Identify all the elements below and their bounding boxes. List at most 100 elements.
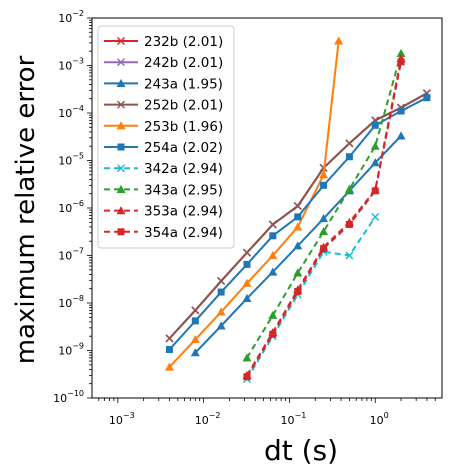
series-layer [164, 36, 431, 384]
y-tick-label: 10−10 [53, 389, 84, 405]
legend-swatch-marker [117, 228, 125, 236]
x-tick-label: 10−1 [281, 411, 307, 427]
data-point [268, 310, 278, 319]
y-tick-label: 10−3 [58, 57, 84, 73]
data-point [345, 139, 354, 148]
legend-entry: 254a (2.02) [104, 140, 223, 156]
data-point [319, 227, 329, 236]
legend-swatch-marker [117, 100, 125, 109]
legend-entry: 343a (2.95) [104, 182, 223, 198]
data-point [269, 330, 277, 338]
data-point [269, 232, 277, 240]
data-point [396, 48, 406, 57]
series-243a [190, 131, 406, 357]
series-254a [165, 94, 431, 353]
x-tick-label: 100 [370, 411, 389, 427]
data-point [319, 214, 329, 223]
data-point [243, 373, 251, 381]
legend-swatch-marker [117, 164, 125, 173]
data-point [164, 362, 174, 371]
legend-box [97, 25, 235, 249]
legend-swatch-marker [116, 78, 126, 87]
legend-label: 254a (2.02) [144, 140, 223, 156]
data-point [294, 213, 302, 221]
data-point [319, 170, 329, 179]
x-axis-label: dt (s) [264, 434, 338, 467]
legend-label: 253b (1.96) [144, 119, 223, 135]
x-tick-label: 10−3 [109, 411, 135, 427]
data-point [344, 184, 354, 193]
legend-label: 343a (2.95) [144, 182, 223, 198]
data-point [243, 260, 251, 268]
legend-label: 242b (2.01) [144, 55, 223, 71]
data-point [293, 268, 303, 277]
data-point [320, 245, 328, 253]
data-point [268, 251, 278, 260]
legend-swatch-marker [116, 206, 126, 215]
legend-label: 353a (2.94) [144, 204, 223, 220]
series-line [246, 216, 377, 380]
x-tick-label: 10−2 [195, 411, 221, 427]
legend-entry: 252b (2.01) [104, 98, 223, 114]
data-point [371, 187, 379, 195]
data-point [371, 121, 379, 129]
y-axis-label: maximum relative error [11, 55, 41, 364]
y-tick-label: 10−6 [58, 199, 84, 215]
legend-entry: 242b (2.01) [104, 55, 223, 71]
data-point [268, 220, 277, 229]
data-point [242, 278, 252, 287]
data-point [320, 181, 328, 189]
legend-swatch-marker [117, 143, 125, 151]
legend-swatch-marker [117, 58, 125, 67]
data-point [216, 321, 226, 330]
legend-swatch-marker [116, 121, 126, 130]
axis-ticks: 10−3 10−2 10−1 100 10−10 10−9 10−8 10−7 10−6 10−5… [53, 9, 436, 427]
data-point [345, 220, 353, 228]
data-point [191, 306, 200, 315]
data-point [370, 141, 380, 150]
y-tick-label: 10−8 [58, 294, 84, 310]
data-point [165, 345, 173, 353]
legend-entry: 253b (1.96) [104, 119, 223, 135]
data-point [371, 212, 380, 221]
data-point [397, 58, 405, 66]
data-point [191, 317, 199, 325]
data-point [294, 287, 302, 295]
legend-swatch-marker [116, 184, 126, 193]
data-point [268, 267, 278, 276]
data-point [397, 107, 405, 115]
legend-entry: 342a (2.94) [104, 161, 223, 177]
data-point [190, 335, 200, 344]
data-point [345, 251, 354, 260]
series-343a [242, 48, 406, 362]
y-tick-label: 10−7 [58, 247, 84, 263]
data-point [217, 277, 226, 286]
y-tick-label: 10−9 [58, 342, 84, 358]
legend-label: 354a (2.94) [144, 225, 223, 241]
y-tick-label: 10−2 [58, 9, 84, 25]
data-point [190, 348, 200, 357]
series-253b [164, 36, 344, 371]
legend-label: 243a (1.95) [144, 76, 223, 92]
series-354a [243, 58, 405, 381]
y-tick-label: 10−5 [58, 152, 84, 168]
legend-swatch-marker [117, 37, 125, 45]
legend-entry: 243a (1.95) [104, 76, 223, 92]
series-line [168, 40, 340, 368]
data-point [293, 202, 302, 211]
legend-entry: 232b (2.01) [104, 34, 223, 50]
data-point [293, 222, 303, 231]
data-point [396, 131, 406, 140]
legend-entry: 354a (2.94) [104, 225, 223, 241]
data-point [216, 307, 226, 316]
legend: 232b (2.01) 242b (2.01) 243a (1.95) 252b (2… [97, 25, 235, 249]
y-tick-label: 10−4 [58, 104, 84, 120]
data-point [165, 334, 174, 343]
data-point [370, 158, 380, 167]
data-point [217, 288, 225, 296]
legend-label: 232b (2.01) [144, 34, 223, 50]
data-point [242, 248, 251, 257]
data-point [334, 36, 344, 45]
data-point [293, 241, 303, 250]
